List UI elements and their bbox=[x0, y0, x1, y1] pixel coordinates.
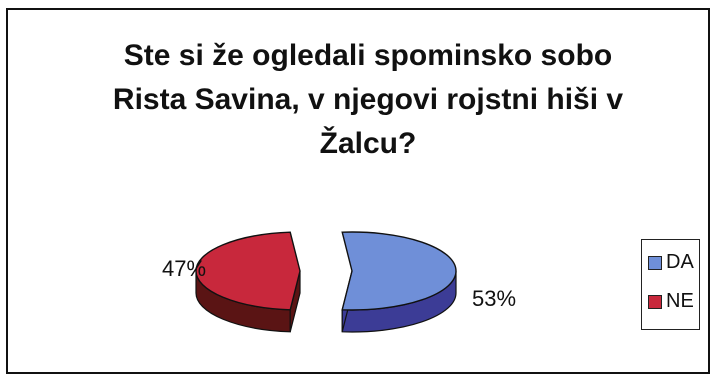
pie-top-ne bbox=[195, 231, 301, 311]
chart-title: Ste si že ogledali spominsko sobo Rista … bbox=[48, 34, 688, 166]
chart-title-line-3: Žalcu? bbox=[319, 127, 417, 160]
data-label-da: 53% bbox=[472, 286, 516, 311]
legend-label-ne: NE bbox=[666, 290, 694, 312]
legend-swatch-ne bbox=[648, 294, 662, 309]
chart-title-line-2: Rista Savina, v njegovi rojstni hiši v bbox=[112, 83, 624, 116]
pie-slice-da bbox=[341, 231, 457, 333]
pie-slice-ne bbox=[195, 231, 301, 333]
pie-top-da bbox=[341, 231, 457, 311]
legend-item-ne: NE bbox=[648, 290, 694, 313]
data-label-ne: 47% bbox=[162, 256, 206, 281]
legend-swatch-da bbox=[648, 255, 662, 270]
legend-item-da: DA bbox=[648, 251, 694, 274]
legend-label-da: DA bbox=[666, 251, 694, 273]
chart-title-line-1: Ste si že ogledali spominsko sobo bbox=[123, 39, 613, 72]
legend: DA NE bbox=[641, 239, 700, 330]
